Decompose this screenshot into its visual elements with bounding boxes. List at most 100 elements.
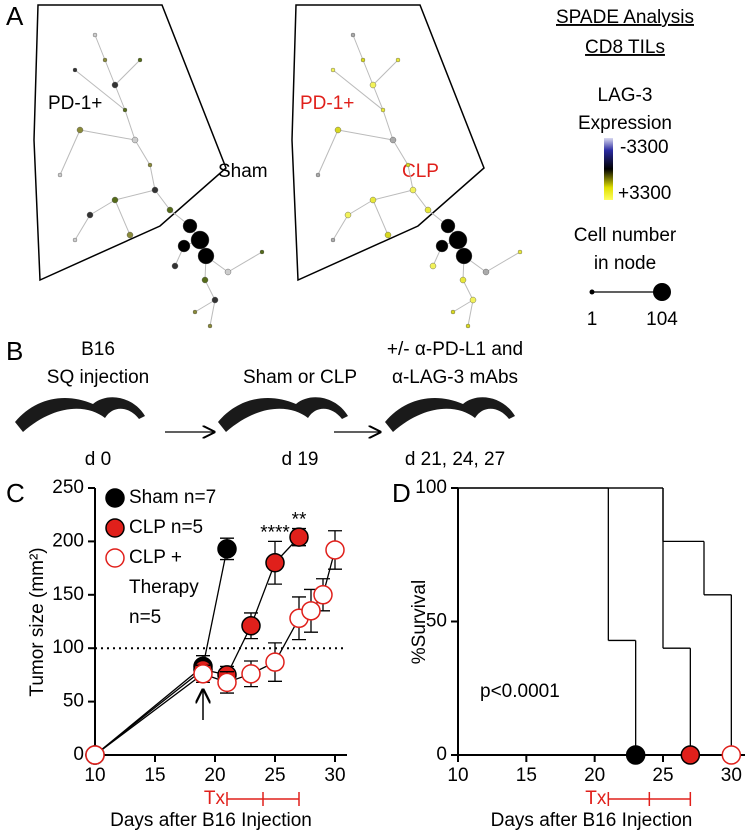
panel-a: A PD-1+ Sham PD-1+ CLP SPADE Analysis CD… (6, 1, 694, 330)
marker (313, 585, 333, 605)
panel-label: B (6, 336, 23, 366)
tree-node (395, 57, 401, 63)
mouse (385, 397, 515, 432)
tree-node (334, 126, 342, 134)
mouse (15, 397, 145, 432)
step-title: +/- α-PD-L1 and (387, 339, 523, 360)
legend-marker (105, 548, 125, 568)
region-outline (33, 4, 227, 282)
marker (289, 527, 309, 547)
tree-node (126, 231, 134, 239)
tree-edge (352, 34, 364, 61)
tree-edge (317, 129, 339, 176)
y-axis-label: Tumor size (mm²) (27, 547, 48, 696)
x-axis-label: Days after B16 Injection (491, 810, 693, 831)
tree-node (86, 211, 94, 219)
legend-entry: CLP + Therapy n=5 (129, 547, 199, 628)
size-title: in node (594, 253, 656, 274)
tree-edge (114, 189, 156, 201)
tree-node (122, 107, 128, 113)
size-title: Cell number (574, 225, 677, 246)
color-low: -3300 (620, 137, 669, 158)
step-title: B16 (81, 339, 115, 360)
spade-tree (291, 4, 523, 329)
group-label: Sham (218, 161, 268, 182)
tree-node (455, 247, 473, 265)
size-high: 104 (646, 309, 678, 330)
tree-edge (104, 59, 116, 86)
step-day: d 21, 24, 27 (405, 449, 505, 470)
tree-node (330, 67, 336, 73)
tree-node (380, 107, 386, 113)
tree-node (92, 32, 98, 38)
end-marker (680, 745, 701, 765)
tree-edge (154, 189, 171, 211)
tree-node (102, 57, 108, 63)
significance: **** (260, 522, 290, 543)
tree-node (369, 81, 377, 89)
tree-edge (114, 59, 141, 86)
x-tick-label: 10 (84, 765, 105, 786)
spade-tree (33, 4, 265, 329)
tree-node (482, 268, 490, 276)
tree-node (182, 218, 198, 234)
tree-edge (362, 59, 374, 86)
marker (241, 664, 261, 684)
tree-node (435, 239, 449, 253)
tree-node (389, 136, 397, 144)
tree-edge (134, 139, 151, 166)
tree-node (72, 237, 78, 243)
y-axis-label: %Survival (409, 580, 430, 664)
size-max-dot (653, 283, 671, 301)
legend-label: CLP n=5 (129, 517, 204, 538)
marker (85, 745, 105, 765)
panel-label: C (6, 478, 25, 508)
tree-node (211, 296, 219, 304)
y-tick-label: 50 (63, 691, 84, 712)
y-tick-label: 100 (415, 477, 447, 498)
tree-edge (114, 84, 126, 111)
tree-edge (114, 199, 131, 236)
color-high: +3300 (618, 183, 671, 204)
tree-edge (347, 199, 374, 216)
tree-edge (372, 189, 414, 201)
tree-edge (59, 129, 81, 176)
panel-label: D (392, 478, 411, 508)
legend-marker (105, 488, 125, 508)
tree-node (360, 57, 366, 63)
tree-node (440, 218, 456, 234)
tree-node (405, 162, 411, 168)
end-marker (721, 745, 742, 765)
tree-edge (412, 189, 429, 211)
tree-node (197, 247, 215, 265)
region-label: PD-1+ (300, 93, 354, 114)
tree-edge (149, 164, 156, 191)
tree-edge (372, 59, 399, 86)
tree-node (448, 230, 468, 250)
y-tick-label: 0 (436, 744, 447, 765)
x-tick-label: 20 (584, 765, 605, 786)
legend-entry: CLP n=5 (129, 517, 204, 538)
tree-edge (194, 299, 216, 313)
panel-b: B (6, 336, 515, 432)
tree-node (151, 186, 159, 194)
tree-node (259, 249, 265, 255)
tree-node (137, 57, 143, 63)
x-axis-label: Days after B16 Injection (110, 810, 312, 831)
tree-node (315, 172, 321, 178)
legend-label: Sham n=7 (129, 487, 217, 508)
step-title: Sham or CLP (243, 367, 357, 388)
x-tick-label: 20 (204, 765, 225, 786)
tree-node (469, 296, 477, 304)
tree-edge (452, 299, 474, 313)
tree-node (459, 276, 467, 284)
tree-node (424, 206, 432, 214)
tree-node (517, 249, 523, 255)
y-tick-label: 100 (52, 637, 84, 658)
panel-label: A (6, 1, 24, 31)
tree-edge (74, 69, 126, 111)
tree-node (72, 67, 78, 73)
end-marker (625, 745, 646, 765)
tree-edge (337, 129, 394, 141)
tree-node (190, 230, 210, 250)
